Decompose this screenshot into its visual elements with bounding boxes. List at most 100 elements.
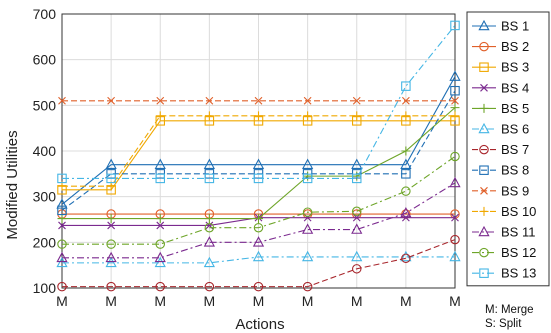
- legend: BS 1 BS 2 BS 3 BS 4 BS 5 BS 6 BS 7 BS 8 BS 9 BS 1…: [466, 11, 550, 287]
- data-point-bs-8: [401, 169, 411, 179]
- legend-label-bs-11: BS 11: [501, 225, 535, 240]
- y-tick-label: 300: [33, 189, 57, 205]
- data-point-bs-6: [400, 250, 412, 262]
- data-point-bs-9: [156, 96, 165, 105]
- legend-label-bs-13: BS 13: [501, 266, 536, 281]
- grid-lines: [61, 13, 456, 289]
- data-point-bs-13: [351, 173, 362, 184]
- data-point-bs-6: [302, 250, 314, 262]
- legend-marker-bs-11: [478, 225, 490, 237]
- x-tick-label: M: [449, 293, 461, 309]
- data-point-bs-6: [449, 250, 461, 262]
- data-point-bs-6: [351, 250, 363, 262]
- data-point-bs-13: [57, 173, 67, 184]
- data-point-bs-5: [254, 214, 263, 224]
- data-point-bs-1: [252, 158, 265, 169]
- data-point-bs-7: [57, 281, 67, 292]
- data-point-bs-1: [400, 158, 412, 169]
- data-point-bs-13: [155, 173, 166, 184]
- data-point-bs-9: [205, 96, 214, 105]
- data-point-bs-10: [352, 111, 362, 121]
- data-point-bs-9: [451, 96, 459, 105]
- series-bs-11: [56, 176, 461, 263]
- series-line-bs-13: [62, 25, 456, 179]
- data-point-bs-12: [351, 206, 362, 217]
- data-point-bs-13: [302, 173, 313, 184]
- x-axis-title: Actions: [235, 316, 284, 333]
- data-point-bs-9: [401, 96, 410, 105]
- data-point-bs-9: [254, 96, 263, 105]
- data-point-bs-6: [105, 256, 117, 268]
- x-tick-label: M: [400, 293, 412, 309]
- data-point-bs-7: [155, 281, 166, 292]
- legend-box: [466, 11, 550, 287]
- legend-label-bs-1: BS 1: [501, 19, 529, 34]
- data-point-bs-11: [449, 176, 461, 188]
- data-point-bs-1: [302, 158, 314, 169]
- data-point-bs-7: [106, 281, 116, 292]
- y-tick-label: 400: [33, 143, 57, 159]
- legend-label-bs-2: BS 2: [501, 39, 529, 54]
- x-tick-label: M: [253, 293, 265, 309]
- data-point-bs-13: [401, 81, 411, 91]
- data-point-bs-13: [253, 173, 264, 184]
- legend-label-bs-4: BS 4: [501, 80, 529, 95]
- legend-marker-bs-2: [479, 41, 489, 52]
- data-point-bs-4: [107, 221, 116, 230]
- note-merge: M: Merge: [485, 304, 534, 316]
- data-point-bs-10: [155, 111, 165, 121]
- data-point-bs-8: [57, 205, 67, 216]
- data-point-bs-1: [351, 158, 363, 169]
- data-point-bs-13: [106, 173, 116, 184]
- legend-label-bs-12: BS 12: [501, 245, 536, 260]
- data-point-bs-12: [57, 239, 67, 249]
- data-point-bs-7: [302, 281, 313, 292]
- series-line-bs-3: [62, 120, 455, 191]
- data-point-bs-11: [154, 251, 166, 263]
- data-point-bs-5: [401, 146, 411, 156]
- data-point-bs-11: [302, 223, 314, 234]
- data-point-bs-6: [203, 256, 215, 268]
- series-bs-12: [57, 151, 460, 249]
- data-point-bs-4: [156, 221, 165, 230]
- data-point-bs-5: [352, 171, 362, 181]
- series-line-bs-7: [62, 239, 456, 288]
- series-line-bs-11: [62, 182, 456, 259]
- x-tick-label: M: [302, 293, 314, 309]
- legend-marker-bs-8: [479, 165, 489, 175]
- legend-marker-bs-9: [480, 186, 488, 195]
- series-layer: [56, 20, 461, 292]
- data-point-bs-1: [449, 70, 461, 81]
- x-tick-label: M: [105, 293, 117, 309]
- series-bs-13: [57, 20, 460, 184]
- legend-marker-bs-6: [478, 122, 490, 134]
- data-point-bs-6: [56, 256, 68, 268]
- series-bs-9: [58, 96, 459, 105]
- data-point-bs-9: [58, 96, 66, 105]
- data-point-bs-4: [451, 213, 459, 222]
- x-tick-label: M: [351, 293, 363, 309]
- series-bs-1: [56, 70, 461, 209]
- data-point-bs-7: [253, 281, 264, 292]
- y-tick-label: 700: [33, 6, 57, 22]
- data-point-bs-10: [303, 111, 313, 121]
- data-point-bs-5: [57, 214, 67, 224]
- data-point-bs-11: [105, 251, 117, 263]
- data-point-bs-5: [303, 171, 313, 181]
- legend-marker-bs-13: [479, 268, 489, 278]
- data-point-bs-7: [450, 234, 460, 245]
- data-point-bs-12: [204, 222, 215, 233]
- legend-marker-bs-7: [479, 144, 489, 155]
- legend-marker-bs-5: [479, 103, 489, 113]
- data-point-bs-11: [252, 236, 265, 247]
- series-bs-5: [57, 103, 460, 224]
- series-line-bs-1: [61, 76, 456, 205]
- series-bs-6: [56, 250, 461, 268]
- data-point-bs-13: [204, 173, 215, 184]
- legend-marker-bs-1: [478, 19, 490, 31]
- data-point-bs-10: [106, 181, 116, 191]
- data-point-bs-9: [303, 96, 312, 105]
- data-point-bs-10: [450, 111, 460, 121]
- data-point-bs-5: [106, 214, 116, 224]
